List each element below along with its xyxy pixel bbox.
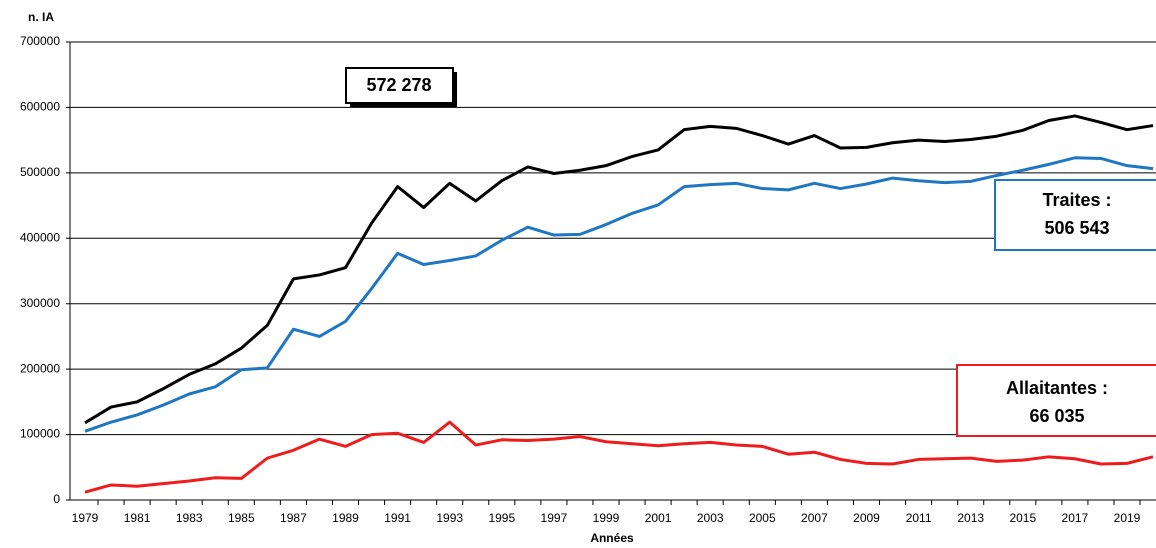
x-tick-label: 2015 (1009, 511, 1036, 525)
annotation-text: 506 543 (1044, 218, 1109, 238)
x-tick-label: 2009 (853, 511, 880, 525)
annotation-text: 66 035 (1029, 406, 1084, 426)
y-tick-label: 400000 (20, 230, 60, 244)
y-tick-label: 0 (53, 492, 60, 506)
x-tick-label: 1995 (488, 511, 515, 525)
x-tick-label: 1991 (384, 511, 411, 525)
x-tick-label: 2013 (957, 511, 984, 525)
series-line (84, 156, 1154, 433)
x-tick-label: 2007 (801, 511, 828, 525)
x-tick-label: 1985 (228, 511, 255, 525)
x-tick-label: 1997 (541, 511, 568, 525)
series-line (84, 114, 1154, 425)
annotation-box (956, 364, 1156, 437)
y-tick-label: 500000 (20, 165, 60, 179)
x-axis-label: Années (590, 531, 634, 545)
x-tick-label: 1979 (72, 511, 99, 525)
series-line (84, 420, 1154, 494)
annotation-box (345, 67, 454, 104)
annotation-text: Traites : (1042, 190, 1111, 210)
y-tick-label: 100000 (20, 427, 60, 441)
x-tick-label: 2005 (749, 511, 776, 525)
annotation-text: 572 278 (366, 75, 431, 95)
x-tick-label: 2019 (1114, 511, 1141, 525)
x-tick-label: 2003 (697, 511, 724, 525)
y-tick-label: 200000 (20, 361, 60, 375)
x-tick-label: 1983 (176, 511, 203, 525)
x-tick-label: 1987 (280, 511, 307, 525)
x-tick-label: 1981 (124, 511, 151, 525)
y-tick-label: 300000 (20, 296, 60, 310)
y-tick-label: 600000 (20, 100, 60, 114)
x-tick-label: 2001 (645, 511, 672, 525)
x-tick-label: 1989 (332, 511, 359, 525)
y-tick-label: 700000 (20, 34, 60, 48)
x-tick-label: 1993 (436, 511, 463, 525)
x-tick-label: 1999 (593, 511, 620, 525)
x-tick-label: 2011 (906, 511, 932, 525)
x-tick-label: 2017 (1062, 511, 1089, 525)
annotation-box (994, 179, 1156, 251)
y-axis-label: n. IA (28, 10, 54, 24)
annotation-text: Allaitantes : (1006, 378, 1108, 398)
